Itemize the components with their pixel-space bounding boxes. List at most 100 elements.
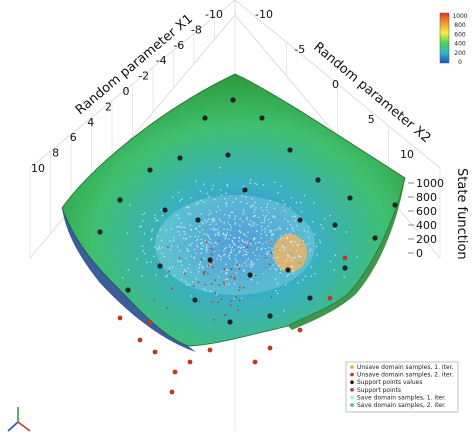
safe-sample-point [255, 243, 258, 245]
support-point [327, 295, 333, 301]
safe-sample-point [231, 211, 234, 214]
safe-sample-point [204, 275, 206, 278]
safe-sample-point [237, 266, 239, 268]
safe-sample-point [238, 236, 240, 239]
safe-sample-point [242, 246, 244, 248]
unsafe-sample-point [238, 286, 241, 289]
safe-sample-point [186, 284, 188, 286]
colorbar-tick-label: 200 [454, 50, 466, 57]
safe-sample-point [239, 256, 241, 258]
safe-sample-point [200, 242, 203, 244]
safe-sample-point [187, 250, 190, 252]
safe-sample-point [189, 213, 192, 215]
safe-sample-point [223, 250, 225, 252]
safe-sample-point [233, 230, 235, 232]
safe-sample-point [135, 201, 138, 203]
safe-sample-point [297, 244, 299, 246]
safe-sample-point [263, 215, 265, 217]
safe-sample-point [284, 210, 286, 212]
safe-sample-point [239, 238, 241, 241]
safe-sample-point [266, 251, 268, 253]
safe-sample-point [284, 218, 286, 220]
safe-sample-point [325, 255, 328, 257]
safe-sample-point [216, 243, 218, 245]
safe-sample-point [308, 226, 310, 228]
support-point-value [267, 313, 273, 319]
safe-sample-point [291, 226, 294, 229]
safe-sample-point [190, 229, 192, 231]
safe-sample-point [275, 290, 277, 292]
colorbar-tick-label: 600 [454, 31, 466, 38]
safe-sample-point [240, 244, 243, 246]
safe-sample-point [234, 223, 236, 225]
safe-sample-point [166, 274, 169, 277]
safe-sample-point [242, 232, 244, 234]
safe-sample-point [129, 204, 131, 206]
safe-sample-point [208, 236, 210, 238]
safe-sample-point [308, 243, 310, 245]
safe-sample-point [260, 233, 262, 235]
safe-sample-point [244, 249, 246, 252]
safe-sample-point [183, 262, 185, 265]
safe-sample-point [310, 275, 312, 277]
safe-sample-point [197, 235, 200, 238]
safe-sample-point [279, 268, 282, 271]
support-point-value [207, 257, 213, 263]
safe-sample-point [288, 252, 291, 254]
safe-sample-point [172, 266, 174, 268]
safe-sample-point [231, 240, 234, 242]
safe-sample-point [252, 221, 254, 224]
safe-sample-point [161, 252, 163, 254]
safe-sample-point [223, 222, 225, 224]
safe-sample-point [194, 230, 196, 232]
safe-sample-point [254, 260, 256, 262]
safe-sample-point [205, 235, 207, 238]
safe-sample-point [273, 229, 275, 231]
safe-sample-point [191, 254, 193, 256]
legend-marker [350, 388, 354, 392]
unsafe-sample-point [192, 285, 195, 288]
safe-sample-point [264, 217, 266, 219]
safe-sample-point [206, 220, 208, 222]
safe-sample-point [193, 237, 196, 239]
safe-sample-point [277, 192, 279, 194]
safe-sample-point [187, 206, 190, 209]
safe-sample-point [285, 244, 287, 246]
x1-tick-label: 2 [105, 100, 112, 113]
safe-sample-point [191, 281, 194, 283]
safe-sample-point [253, 237, 256, 240]
safe-sample-point [203, 288, 205, 290]
safe-sample-point [276, 247, 278, 250]
x2-tick-label: 5 [368, 113, 375, 126]
safe-sample-point [198, 264, 201, 266]
safe-sample-point [154, 217, 156, 219]
support-point-value [332, 222, 338, 228]
safe-sample-point [180, 279, 183, 281]
safe-sample-point [241, 227, 243, 229]
safe-sample-point [316, 254, 318, 256]
safe-sample-point [172, 244, 174, 246]
safe-sample-point [200, 267, 202, 269]
safe-sample-point [151, 228, 154, 231]
safe-sample-point [256, 230, 258, 232]
safe-sample-point [188, 262, 191, 265]
safe-sample-point [223, 213, 226, 216]
safe-sample-point [229, 252, 231, 254]
safe-sample-point [260, 221, 263, 224]
safe-sample-point [216, 258, 219, 260]
safe-sample-point [263, 231, 266, 233]
unsafe-sample-point [229, 275, 232, 278]
safe-sample-point [230, 226, 232, 228]
safe-sample-point [230, 251, 232, 253]
safe-sample-point [265, 234, 268, 236]
safe-sample-point [307, 231, 309, 233]
safe-sample-point [213, 246, 215, 248]
safe-sample-point [255, 242, 257, 244]
safe-sample-point [238, 221, 241, 223]
safe-sample-point [287, 220, 289, 223]
safe-sample-point [298, 244, 300, 246]
safe-sample-point [261, 238, 263, 241]
sample-points-layer [97, 97, 398, 395]
safe-sample-point [151, 237, 153, 240]
safe-sample-point [199, 225, 201, 227]
